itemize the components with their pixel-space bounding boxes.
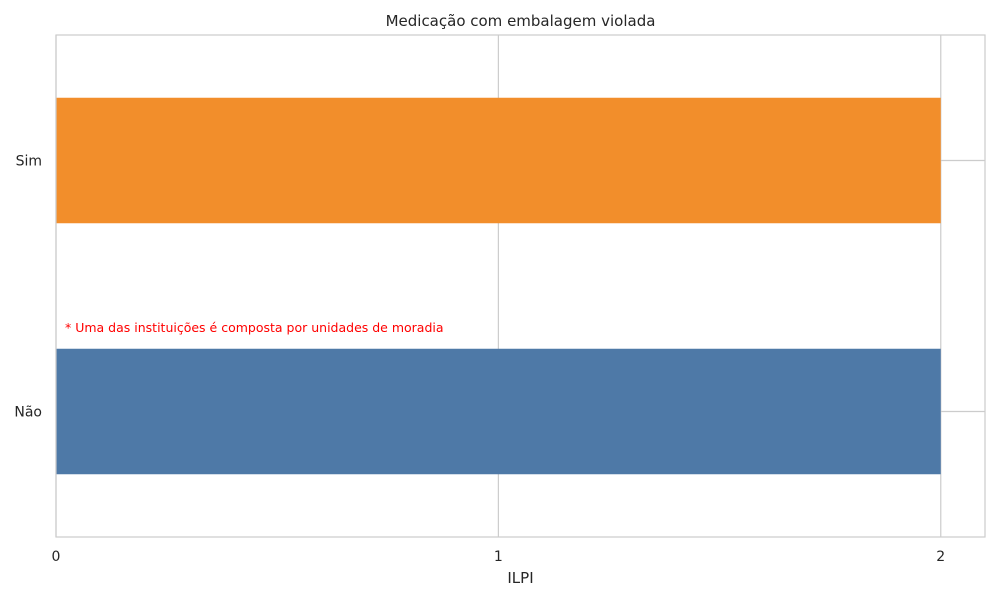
bars	[56, 97, 941, 475]
annotation-note: * Uma das instituições é composta por un…	[65, 320, 444, 335]
chart-title: Medicação com embalagem violada	[386, 12, 656, 30]
y-tick-label: Sim	[16, 154, 42, 170]
x-axis-label: ILPI	[507, 569, 533, 587]
bar-sim	[56, 97, 941, 224]
bar-não	[56, 348, 941, 475]
x-tick-labels: 0 1 2	[52, 549, 946, 565]
y-tick-labels: Sim Não	[14, 154, 42, 421]
x-tick-label: 1	[494, 549, 503, 565]
x-tick-label: 2	[936, 549, 945, 565]
x-tick-label: 0	[52, 549, 61, 565]
y-tick-label: Não	[14, 405, 42, 421]
plot-frame	[55, 34, 986, 538]
